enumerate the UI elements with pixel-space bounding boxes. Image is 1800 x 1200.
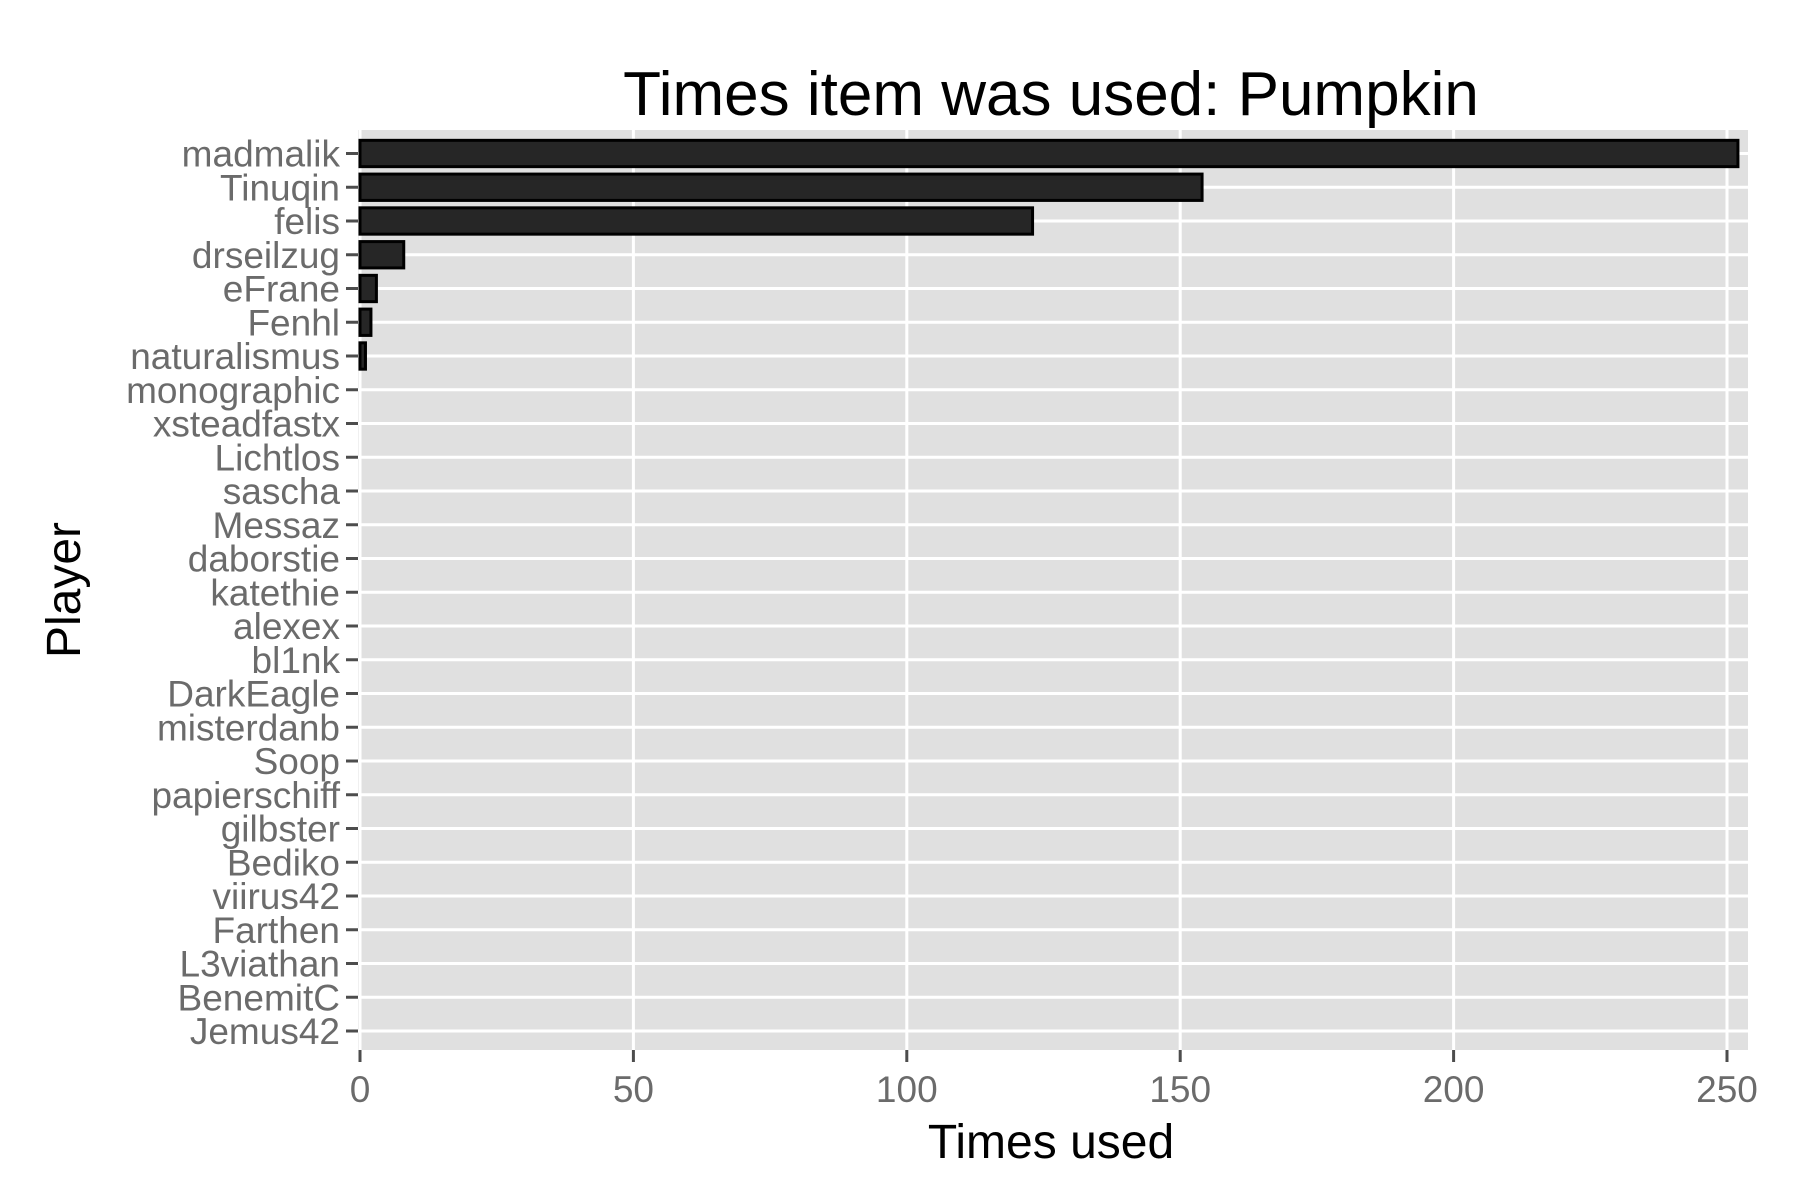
y-tick-label: daborstie	[188, 539, 340, 580]
y-tick-label: misterdanb	[157, 707, 340, 748]
y-axis-title: Player	[38, 522, 91, 658]
y-tick-label: papierschiff	[151, 775, 340, 816]
y-tick-label: Lichtlos	[215, 437, 340, 478]
y-tick-label: Jemus42	[190, 1011, 340, 1052]
y-tick-label: alexex	[233, 606, 340, 647]
x-tick-label: 0	[350, 1069, 371, 1110]
bar-Tinuqin	[358, 172, 1204, 202]
y-tick-label: naturalismus	[130, 336, 340, 377]
y-tick-label: Fenhl	[247, 302, 340, 343]
x-tick-label: 50	[613, 1069, 654, 1110]
bar-Fenhl	[358, 307, 373, 337]
bar-drseilzug	[358, 240, 406, 270]
y-tick-label: eFrane	[223, 269, 340, 310]
y-tick-label: viirus42	[213, 876, 341, 917]
y-tick-label: sascha	[223, 471, 341, 512]
y-tick-label: BenemitC	[178, 977, 340, 1018]
y-tick-label: katethie	[210, 572, 340, 613]
y-tick-label: Soop	[254, 741, 340, 782]
x-tick-label: 150	[1149, 1069, 1211, 1110]
chart-title: Times item was used: Pumpkin	[623, 60, 1479, 129]
bar-madmalik	[358, 138, 1740, 169]
x-axis-title: Times used	[928, 1116, 1174, 1169]
y-tick-label: xsteadfastx	[153, 404, 341, 445]
y-tick-label: madmalik	[182, 134, 341, 175]
y-tick-label: bl1nk	[252, 640, 341, 681]
bar-felis	[358, 206, 1035, 236]
y-tick-label: felis	[274, 201, 340, 242]
x-axis: 0 50 100 150 200 250	[350, 1050, 1758, 1110]
bar-naturalismus	[358, 341, 367, 371]
y-tick-label: gilbster	[221, 809, 340, 850]
y-tick-label: L3viathan	[180, 944, 340, 985]
bars-group	[358, 138, 1740, 371]
plot-panel	[358, 130, 1748, 1050]
y-tick-label: Farthen	[212, 910, 340, 951]
y-tick-label: Tinuqin	[220, 167, 340, 208]
x-tick-label: 200	[1423, 1069, 1485, 1110]
x-tick-label: 250	[1696, 1069, 1758, 1110]
bar-eFrane	[358, 273, 378, 304]
y-tick-label: drseilzug	[192, 235, 340, 276]
grid-lines	[358, 130, 1748, 1050]
x-tick-label: 100	[876, 1069, 938, 1110]
y-tick-label: Bediko	[227, 842, 340, 883]
y-tick-label: DarkEagle	[167, 674, 340, 715]
y-axis: madmalikTinuqinfelisdrseilzugeFraneFenhl…	[126, 134, 358, 1052]
y-tick-label: Messaz	[213, 505, 340, 546]
y-tick-label: monographic	[126, 370, 340, 411]
